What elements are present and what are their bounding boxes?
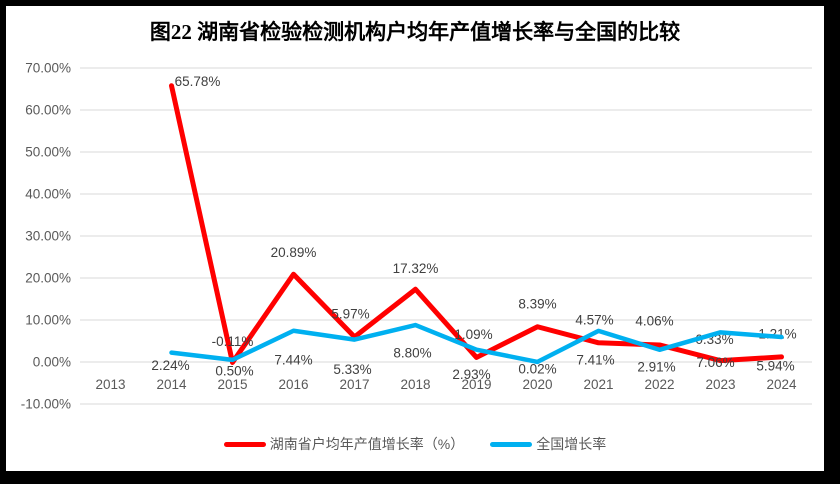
y-tick-label: 30.00% xyxy=(25,229,71,244)
data-label: 2.24% xyxy=(151,358,189,373)
x-tick-label: 2018 xyxy=(400,377,430,392)
x-tick-label: 2015 xyxy=(217,377,247,392)
data-label: 2.93% xyxy=(452,367,490,382)
data-label: 7.44% xyxy=(274,352,312,367)
data-label: 8.80% xyxy=(393,346,431,361)
data-label: 1.09% xyxy=(454,327,492,342)
data-label: 65.78% xyxy=(175,74,221,89)
data-label: 0.50% xyxy=(215,363,253,378)
data-label: 5.97% xyxy=(331,306,369,321)
data-label: 5.94% xyxy=(756,359,794,374)
data-label: 4.06% xyxy=(635,313,673,328)
x-tick-label: 2022 xyxy=(644,377,674,392)
national-growth-line xyxy=(169,322,784,365)
data-label: 4.57% xyxy=(575,312,613,327)
legend-label-hunan: 湖南省户均年产值增长率（%） xyxy=(269,436,465,452)
y-tick-label: 20.00% xyxy=(25,271,71,286)
x-tick-label: 2016 xyxy=(278,377,308,392)
x-tick-label: 2017 xyxy=(339,377,369,392)
x-tick-label: 2024 xyxy=(766,377,797,392)
data-label: 7.41% xyxy=(576,352,614,367)
x-tick-label: 2014 xyxy=(156,377,187,392)
hunan-growth-line xyxy=(169,83,784,365)
data-label: 5.33% xyxy=(333,362,371,377)
data-label: -0.11% xyxy=(212,334,254,349)
y-tick-label: 0.00% xyxy=(33,355,71,370)
x-tick-label: 2020 xyxy=(522,377,552,392)
x-tick-label: 2023 xyxy=(705,377,735,392)
y-tick-label: 60.00% xyxy=(25,103,71,118)
data-label: 0.02% xyxy=(518,361,556,376)
legend-item-hunan: 湖南省户均年产值增长率（%） xyxy=(223,434,465,454)
hunan-line-swatch-icon xyxy=(223,441,266,447)
data-label: 20.89% xyxy=(271,245,317,260)
chart-area: 图22 湖南省检验检测机构户均年产值增长率与全国的比较 70.00% 60.00%… xyxy=(6,6,824,471)
x-tick-label: 2021 xyxy=(583,377,613,392)
x-tick-label: 2019 xyxy=(461,377,491,392)
y-tick-label: 40.00% xyxy=(25,187,71,202)
legend-item-national: 全国增长率 xyxy=(490,434,606,454)
y-tick-label: -10.00% xyxy=(21,397,71,412)
national-line-swatch-icon xyxy=(490,441,533,447)
data-label: 17.32% xyxy=(393,261,439,276)
data-label: 7.06% xyxy=(696,355,734,370)
data-label: 2.91% xyxy=(637,359,675,374)
y-tick-label: 70.00% xyxy=(25,61,71,76)
x-tick-label: 2013 xyxy=(95,377,125,392)
legend-label-national: 全国增长率 xyxy=(536,436,607,452)
data-label: 8.39% xyxy=(518,296,556,311)
legend: 湖南省户均年产值增长率（%） 全国增长率 xyxy=(6,434,824,454)
y-tick-label: 10.00% xyxy=(25,313,71,328)
chart-title: 图22 湖南省检验检测机构户均年产值增长率与全国的比较 xyxy=(149,20,681,44)
y-tick-label: 50.00% xyxy=(25,145,71,160)
